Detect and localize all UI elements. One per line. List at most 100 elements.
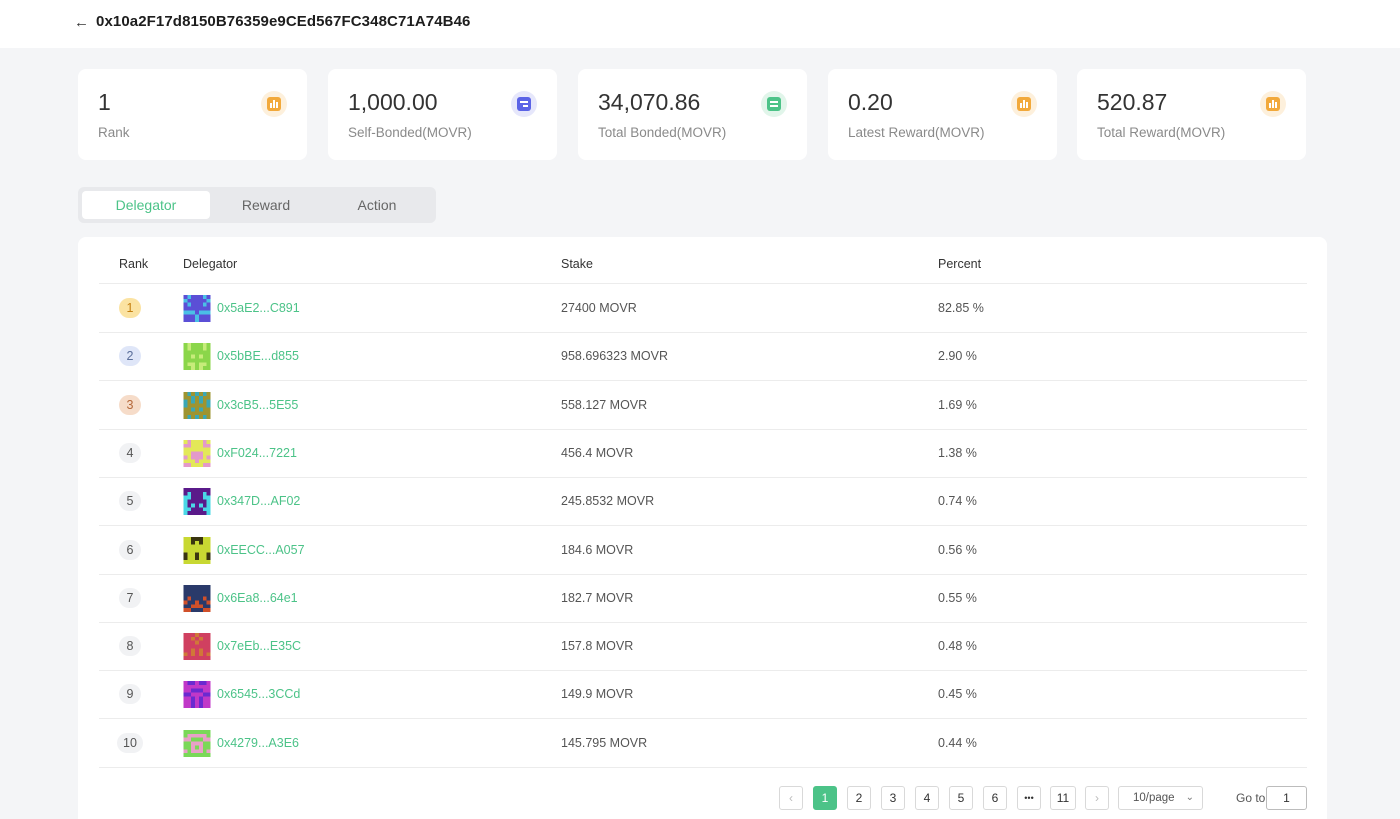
delegator-address-link[interactable]: 0x5aE2...C891 bbox=[217, 301, 300, 315]
stat-label: Latest Reward(MOVR) bbox=[848, 125, 985, 140]
table-row: 8 0x7eEb...E35C 157.8 MOVR 0.48 % bbox=[99, 622, 1307, 670]
percent-value: 82.85 % bbox=[938, 301, 984, 315]
stake-value: 958.696323 MOVR bbox=[561, 349, 669, 363]
goto-label: Go to bbox=[1236, 791, 1266, 805]
table-row: 7 0x6Ea8...64e1 182.7 MOVR 0.55 % bbox=[99, 574, 1307, 622]
stake-value: 182.7 MOVR bbox=[561, 591, 634, 605]
bar-chart-icon bbox=[1260, 91, 1286, 117]
page-button-4[interactable]: 4 bbox=[915, 786, 939, 810]
identicon-avatar bbox=[183, 295, 211, 322]
delegator-address-link[interactable]: 0x4279...A3E6 bbox=[217, 736, 300, 750]
table-row: 4 0xF024...7221 456.4 MOVR 1.38 % bbox=[99, 429, 1307, 477]
divider bbox=[99, 477, 1307, 478]
identicon-avatar bbox=[183, 343, 211, 370]
document-icon bbox=[761, 91, 787, 117]
page-ellipsis-button[interactable]: ••• bbox=[1017, 786, 1041, 810]
rank-badge: 8 bbox=[119, 636, 141, 656]
tab-delegator[interactable]: Delegator bbox=[82, 191, 210, 219]
tab-reward[interactable]: Reward bbox=[241, 197, 291, 213]
page-button-6[interactable]: 6 bbox=[983, 786, 1007, 810]
stat-card-rank: 1 Rank bbox=[78, 69, 307, 160]
column-header-percent: Percent bbox=[938, 257, 982, 271]
percent-value: 0.56 % bbox=[938, 543, 977, 557]
page-size-value: 10/page bbox=[1133, 792, 1175, 804]
next-page-button[interactable]: › bbox=[1085, 786, 1109, 810]
table-row: 6 0xEECC...A057 184.6 MOVR 0.56 % bbox=[99, 526, 1307, 574]
delegator-address-link[interactable]: 0xEECC...A057 bbox=[217, 543, 305, 557]
page-button-3[interactable]: 3 bbox=[881, 786, 905, 810]
tab-action[interactable]: Action bbox=[357, 197, 397, 213]
delegator-address-link[interactable]: 0x6545...3CCd bbox=[217, 687, 301, 701]
stake-value: 145.795 MOVR bbox=[561, 736, 648, 750]
identicon-avatar bbox=[183, 681, 211, 708]
percent-value: 0.55 % bbox=[938, 591, 977, 605]
card-icon bbox=[511, 91, 537, 117]
rank-badge: 5 bbox=[119, 491, 141, 511]
stake-value: 245.8532 MOVR bbox=[561, 494, 655, 508]
stat-card-latest-reward: 0.20 Latest Reward(MOVR) bbox=[828, 69, 1057, 160]
divider bbox=[99, 283, 1307, 284]
divider bbox=[99, 718, 1307, 719]
page-button-1[interactable]: 1 bbox=[813, 786, 837, 810]
divider bbox=[99, 429, 1307, 430]
rank-badge: 1 bbox=[119, 298, 141, 318]
stat-label: Total Bonded(MOVR) bbox=[598, 125, 727, 140]
stat-label: Self-Bonded(MOVR) bbox=[348, 125, 472, 140]
bar-chart-icon bbox=[1011, 91, 1037, 117]
rank-badge: 4 bbox=[119, 443, 141, 463]
identicon-avatar bbox=[183, 585, 211, 612]
identicon-avatar bbox=[183, 730, 211, 757]
divider bbox=[99, 525, 1307, 526]
stat-value: 34,070.86 bbox=[598, 89, 701, 115]
divider bbox=[99, 622, 1307, 623]
page-button-5[interactable]: 5 bbox=[949, 786, 973, 810]
delegator-address-link[interactable]: 0xF024...7221 bbox=[217, 446, 297, 460]
stat-value: 1,000.00 bbox=[348, 89, 438, 115]
prev-page-button[interactable]: ‹ bbox=[779, 786, 803, 810]
stat-value: 1 bbox=[98, 89, 111, 115]
table-row: 9 0x6545...3CCd 149.9 MOVR 0.45 % bbox=[99, 670, 1307, 718]
table-row: 5 0x347D...AF02 245.8532 MOVR 0.74 % bbox=[99, 477, 1307, 525]
percent-value: 2.90 % bbox=[938, 349, 977, 363]
column-header-delegator: Delegator bbox=[183, 257, 238, 271]
stake-value: 149.9 MOVR bbox=[561, 687, 634, 701]
column-header-stake: Stake bbox=[561, 257, 593, 271]
stat-label: Total Reward(MOVR) bbox=[1097, 125, 1226, 140]
percent-value: 0.45 % bbox=[938, 687, 977, 701]
delegator-address-link[interactable]: 0x6Ea8...64e1 bbox=[217, 591, 298, 605]
collator-address: 0x10a2F17d8150B76359e9CEd567FC348C71A74B… bbox=[96, 13, 471, 30]
divider bbox=[99, 767, 1307, 768]
stat-value: 0.20 bbox=[848, 89, 893, 115]
rank-badge: 7 bbox=[119, 588, 141, 608]
delegator-address-link[interactable]: 0x7eEb...E35C bbox=[217, 639, 302, 653]
table-row: 1 0x5aE2...C891 27400 MOVR 82.85 % bbox=[99, 284, 1307, 332]
divider bbox=[99, 332, 1307, 333]
rank-badge: 9 bbox=[119, 684, 141, 704]
identicon-avatar bbox=[183, 537, 211, 564]
page-button-11[interactable]: 11 bbox=[1050, 786, 1076, 810]
divider bbox=[99, 574, 1307, 575]
stake-value: 456.4 MOVR bbox=[561, 446, 634, 460]
page-size-select[interactable]: 10/page ⌄ bbox=[1118, 786, 1203, 810]
table-row: 2 0x5bBE...d855 958.696323 MOVR 2.90 % bbox=[99, 332, 1307, 380]
stat-card-self-bonded: 1,000.00 Self-Bonded(MOVR) bbox=[328, 69, 557, 160]
stake-value: 27400 MOVR bbox=[561, 301, 637, 315]
delegator-address-link[interactable]: 0x347D...AF02 bbox=[217, 494, 301, 508]
delegator-address-link[interactable]: 0x5bBE...d855 bbox=[217, 349, 300, 363]
stat-card-total-bonded: 34,070.86 Total Bonded(MOVR) bbox=[578, 69, 807, 160]
goto-page-input[interactable] bbox=[1266, 786, 1307, 810]
page-button-2[interactable]: 2 bbox=[847, 786, 871, 810]
percent-value: 1.38 % bbox=[938, 446, 977, 460]
delegator-table-panel bbox=[78, 237, 1327, 819]
top-bar: ← 0x10a2F17d8150B76359e9CEd567FC348C71A7… bbox=[0, 0, 1400, 48]
divider bbox=[99, 380, 1307, 381]
delegator-address-link[interactable]: 0x3cB5...5E55 bbox=[217, 398, 299, 412]
arrow-left-icon[interactable]: ← bbox=[74, 14, 89, 31]
stat-value: 520.87 bbox=[1097, 89, 1168, 115]
percent-value: 0.74 % bbox=[938, 494, 977, 508]
rank-badge: 3 bbox=[119, 395, 141, 415]
identicon-avatar bbox=[183, 488, 211, 515]
stat-card-total-reward: 520.87 Total Reward(MOVR) bbox=[1077, 69, 1306, 160]
bar-chart-icon bbox=[261, 91, 287, 117]
stake-value: 558.127 MOVR bbox=[561, 398, 648, 412]
